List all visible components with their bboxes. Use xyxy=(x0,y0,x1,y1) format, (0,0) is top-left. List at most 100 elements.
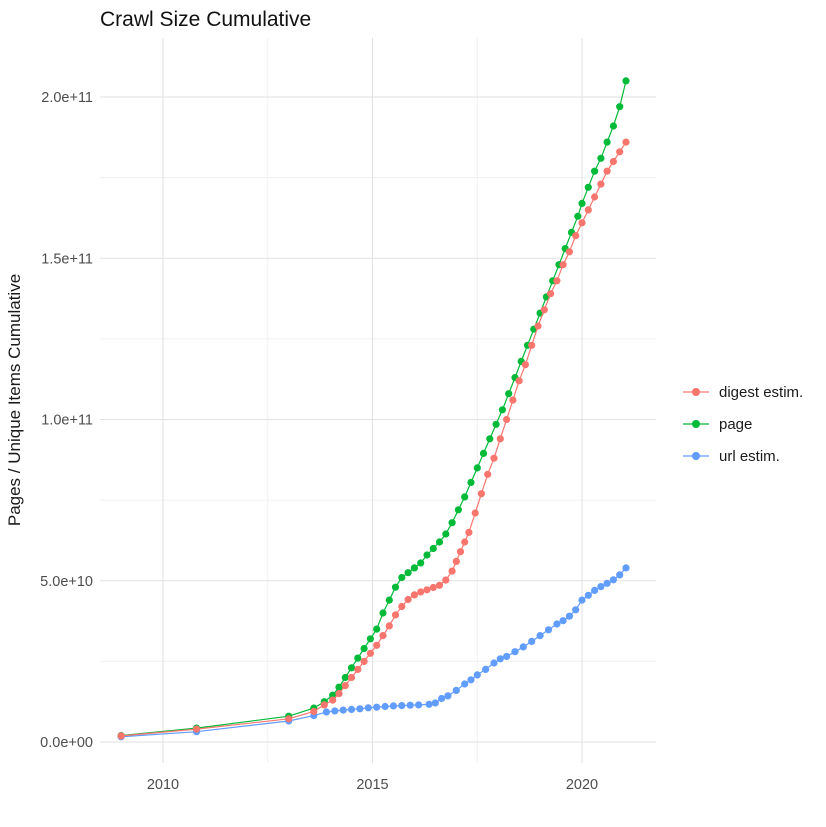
data-point-url-estim xyxy=(519,643,527,651)
data-point-url-estim xyxy=(356,705,364,713)
data-point-page xyxy=(454,506,462,514)
data-point-digest-estim xyxy=(366,649,374,657)
data-point-digest-estim xyxy=(456,548,465,556)
data-point-page xyxy=(498,406,506,414)
data-point-url-estim xyxy=(373,703,381,711)
data-point-url-estim xyxy=(511,648,519,656)
data-point-page xyxy=(467,478,475,486)
data-point-digest-estim xyxy=(435,581,444,589)
data-point-page xyxy=(609,122,618,130)
data-point-url-estim xyxy=(490,659,498,667)
x-tick-label: 2010 xyxy=(147,777,179,793)
data-point-digest-estim xyxy=(429,583,437,592)
data-point-page xyxy=(417,559,425,567)
data-point-url-estim xyxy=(467,676,475,684)
data-point-page xyxy=(448,519,456,527)
data-point-digest-estim xyxy=(597,180,605,188)
data-point-digest-estim xyxy=(442,576,450,584)
legend-item-digest-estim: digest estim. xyxy=(683,384,803,401)
data-point-page xyxy=(473,464,481,472)
data-point-digest-estim xyxy=(320,701,328,709)
data-point-digest-estim xyxy=(616,148,624,156)
data-point-url-estim xyxy=(496,655,504,663)
axis-tick-labels: 0.0e+00 5.0e+10 1.0e+11 1.5e+11 2.0e+11 2010 2… xyxy=(40,90,598,793)
data-point-page xyxy=(379,609,387,617)
data-point-digest-estim xyxy=(584,206,592,214)
data-point-url-estim xyxy=(622,564,630,572)
data-point-digest-estim xyxy=(354,665,362,674)
data-point-page xyxy=(347,664,356,672)
data-point-digest-estim xyxy=(496,435,504,443)
y-tick-label: 2.0e+11 xyxy=(41,90,93,106)
data-point-page xyxy=(373,625,381,633)
data-point-url-estim xyxy=(473,671,481,679)
data-point-digest-estim xyxy=(423,586,431,594)
data-point-digest-estim xyxy=(622,138,630,146)
x-tick-label: 2015 xyxy=(356,777,388,793)
data-series-layer xyxy=(117,77,630,741)
x-tick-label: 2020 xyxy=(566,777,598,793)
legend-label-page: page xyxy=(719,416,752,433)
data-point-url-estim xyxy=(559,617,567,625)
data-point-digest-estim xyxy=(448,567,456,575)
data-point-url-estim xyxy=(425,700,433,708)
data-point-page xyxy=(479,449,488,457)
data-point-digest-estim xyxy=(540,306,548,314)
data-point-page xyxy=(423,551,431,559)
data-point-url-estim xyxy=(572,606,580,614)
data-point-url-estim xyxy=(536,632,544,640)
data-point-digest-estim xyxy=(471,509,479,517)
data-point-url-estim xyxy=(528,637,536,646)
data-point-digest-estim xyxy=(553,277,561,285)
data-point-digest-estim xyxy=(609,157,618,166)
data-point-page xyxy=(398,573,406,582)
data-point-digest-estim xyxy=(484,470,492,478)
legend-item-page: page xyxy=(683,416,752,433)
legend-label-url-estim: url estim. xyxy=(719,448,780,465)
data-point-page xyxy=(505,390,513,398)
data-point-digest-estim xyxy=(192,725,201,733)
data-point-digest-estim xyxy=(391,611,400,619)
data-point-url-estim xyxy=(578,596,586,604)
data-point-digest-estim xyxy=(572,232,580,240)
data-point-url-estim xyxy=(609,576,618,584)
series-url-estim xyxy=(117,564,630,741)
data-point-url-estim xyxy=(331,707,339,715)
data-point-url-estim xyxy=(381,702,389,711)
data-point-url-estim xyxy=(398,702,406,710)
data-point-digest-estim xyxy=(373,641,381,649)
data-point-page xyxy=(335,683,343,691)
data-point-page xyxy=(391,583,400,591)
data-point-digest-estim xyxy=(591,193,599,201)
data-point-digest-estim xyxy=(329,696,337,704)
data-point-digest-estim xyxy=(310,707,318,716)
data-point-digest-estim xyxy=(461,538,469,546)
data-point-url-estim xyxy=(444,692,452,700)
data-point-digest-estim xyxy=(490,454,498,462)
data-point-page xyxy=(366,635,374,643)
data-point-page xyxy=(584,183,592,191)
data-point-digest-estim xyxy=(528,341,536,349)
data-point-page xyxy=(410,564,418,572)
data-point-page xyxy=(360,644,368,653)
data-point-page xyxy=(442,530,450,538)
data-point-url-estim xyxy=(389,702,397,710)
data-point-digest-estim xyxy=(603,167,611,175)
legend-key-dot-url-estim xyxy=(692,452,700,460)
data-point-url-estim xyxy=(322,708,330,716)
legend-item-url-estim: url estim. xyxy=(683,448,780,465)
data-point-url-estim xyxy=(603,579,611,587)
data-point-page xyxy=(578,199,586,207)
data-point-digest-estim xyxy=(509,396,517,404)
data-point-url-estim xyxy=(415,701,423,709)
legend-label-digest-estim: digest estim. xyxy=(719,384,803,401)
data-point-page xyxy=(385,596,393,604)
y-tick-label: 5.0e+10 xyxy=(40,574,93,590)
data-point-digest-estim xyxy=(410,591,418,599)
gridlines-major xyxy=(100,38,656,763)
data-point-page xyxy=(435,538,444,546)
data-point-url-estim xyxy=(431,699,439,707)
data-point-digest-estim xyxy=(404,595,412,604)
